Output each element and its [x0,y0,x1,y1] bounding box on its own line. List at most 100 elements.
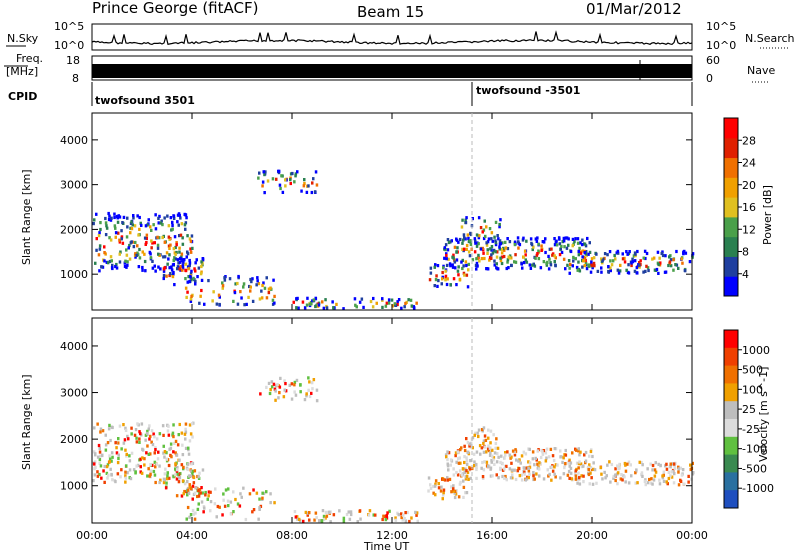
heatmap-cell [468,467,472,471]
heatmap-cell [635,266,639,270]
heatmap-cell [465,216,468,220]
heatmap-cell [108,259,112,264]
heatmap-cell [104,448,108,452]
heatmap-cell [185,216,188,220]
heatmap-cell [458,456,461,460]
heatmap-cell [275,177,278,181]
heatmap-cell [499,256,502,260]
heatmap-cell [207,494,210,498]
heatmap-cell [188,237,192,241]
heatmap-cell [189,513,193,517]
heatmap-cell [651,468,654,472]
heatmap-cell [132,216,135,220]
heatmap-cell [109,255,113,259]
heatmap-cell [186,234,189,238]
heatmap-cell [445,252,448,256]
heatmap-cell [412,305,415,309]
heatmap-cell [385,514,388,518]
heatmap-cell [531,263,534,267]
heatmap-cell [464,218,467,222]
heatmap-cell [315,399,319,403]
heatmap-cell [531,457,535,461]
heatmap-cell [452,484,455,488]
heatmap-cell [538,461,541,465]
heatmap-cell [453,495,457,500]
heatmap-cell [643,479,647,483]
heatmap-cell [258,507,261,511]
heatmap-cell [105,465,109,469]
heatmap-cell [187,275,190,279]
heatmap-cell [577,253,581,257]
heatmap-cell [484,234,487,238]
heatmap-cell [185,517,188,521]
heatmap-cell [137,233,140,237]
heatmap-cell [133,224,137,228]
heatmap-cell [163,240,167,244]
heatmap-cell [258,297,262,301]
heatmap-cell [588,463,591,467]
heatmap-cell [574,469,577,473]
heatmap-cell [113,215,116,220]
heatmap-cell [123,438,127,442]
heatmap-cell [94,452,97,456]
heatmap-cell [610,263,614,267]
heatmap-cell [447,240,451,245]
heatmap-cell [568,476,571,480]
heatmap-cell [198,301,201,305]
heatmap-cell [188,485,191,489]
heatmap-cell [480,257,484,261]
heatmap-cell [550,247,553,251]
heatmap-cell [532,474,535,478]
heatmap-cell [545,456,548,460]
heatmap-cell [587,252,590,256]
heatmap-cell [576,237,580,241]
heatmap-cell [200,260,203,264]
colorbar-tick-label: 500 [742,364,763,377]
heatmap-cell [296,170,299,174]
heatmap-cell [616,268,620,272]
heatmap-cell [502,254,506,259]
heatmap-cell [182,260,185,264]
heatmap-cell [460,473,463,477]
heatmap-cell [474,263,478,267]
heatmap-cell [165,457,168,461]
heatmap-cell [165,274,168,278]
heatmap-cell [188,483,191,487]
heatmap-cell [180,252,184,256]
heatmap-cell [157,236,161,240]
heatmap-cell [117,231,120,235]
heatmap-cell [446,458,449,462]
heatmap-cell [168,266,171,270]
heatmap-cell [274,384,278,388]
heatmap-cell [171,431,175,435]
heatmap-cell [672,462,676,466]
heatmap-cell [188,439,192,443]
heatmap-cell [188,515,191,519]
heatmap-cell [186,265,190,269]
heatmap-cell [325,306,329,310]
heatmap-cell [578,482,582,486]
heatmap-cell [595,252,598,256]
heatmap-cell [540,244,543,248]
heatmap-cell [98,472,101,477]
heatmap-cell [677,266,680,270]
y-tick-label: 1000 [60,480,88,493]
heatmap-cell [180,257,183,261]
heatmap-cell [190,278,193,282]
heatmap-cell [276,383,279,387]
heatmap-cell [520,262,523,266]
heatmap-cell [662,479,666,483]
heatmap-cell [322,514,326,518]
heatmap-cell [575,448,578,452]
heatmap-cell [194,261,197,265]
colorbar-swatch [724,157,738,178]
heatmap-cell [640,473,643,477]
heatmap-cell [429,271,433,275]
heatmap-cell [579,241,582,245]
colorbar-tick-label: 12 [742,223,756,236]
heatmap-cell [156,243,160,247]
heatmap-cell [446,462,449,466]
heatmap-cell [248,492,252,496]
heatmap-cell [669,264,673,268]
heatmap-cell [588,250,592,254]
